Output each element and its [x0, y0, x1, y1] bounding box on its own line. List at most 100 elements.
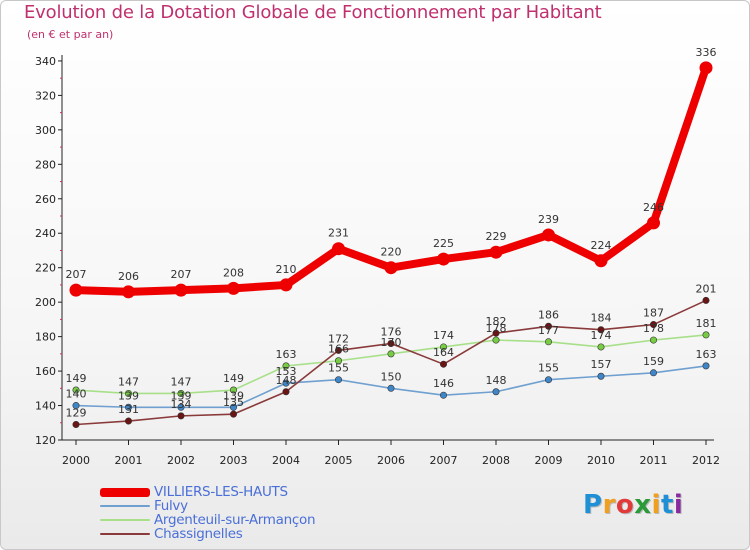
- data-point: [177, 412, 185, 420]
- data-label: 166: [328, 343, 349, 356]
- legend-swatch: [100, 533, 150, 535]
- data-label: 159: [643, 355, 664, 368]
- data-label: 336: [696, 46, 717, 59]
- data-label: 139: [118, 389, 139, 402]
- data-point: [544, 322, 552, 330]
- legend-label: Argenteuil-sur-Armançon: [154, 512, 316, 528]
- data-point: [69, 283, 83, 297]
- y-tick-label: 180: [35, 331, 56, 344]
- data-point: [544, 338, 552, 346]
- legend-item: VILLIERS-LES-HAUTS: [100, 484, 315, 500]
- data-label: 207: [171, 268, 192, 281]
- data-label: 239: [538, 213, 559, 226]
- x-tick-label: 2009: [535, 454, 563, 467]
- logo-letter: r: [602, 490, 616, 520]
- data-label: 155: [538, 362, 559, 375]
- data-point: [227, 281, 240, 295]
- data-label: 178: [643, 322, 664, 335]
- data-label: 149: [223, 372, 244, 385]
- x-tick-label: 2000: [62, 454, 90, 467]
- legend: VILLIERS-LES-HAUTS Fulvy Argenteuil-sur-…: [100, 484, 316, 542]
- data-point: [597, 343, 605, 351]
- data-point: [125, 417, 133, 425]
- data-label: 174: [433, 329, 454, 342]
- y-tick-label: 220: [35, 262, 56, 275]
- data-label: 181: [696, 317, 717, 330]
- y-tick-label: 260: [35, 193, 56, 206]
- data-label: 184: [591, 312, 612, 325]
- x-tick-label: 2004: [272, 454, 300, 467]
- data-label: 229: [486, 230, 507, 243]
- data-point: [649, 369, 657, 377]
- legend-item: Argenteuil-sur-Armançon: [100, 512, 316, 528]
- data-point: [649, 336, 657, 344]
- y-tick-label: 120: [35, 434, 56, 447]
- data-label: 186: [538, 308, 559, 321]
- data-label: 174: [591, 329, 612, 342]
- data-point: [594, 254, 608, 268]
- data-label: 176: [381, 326, 402, 339]
- data-point: [597, 326, 605, 334]
- data-label: 206: [118, 270, 139, 283]
- data-point: [439, 391, 447, 399]
- x-tick-label: 2006: [377, 454, 405, 467]
- x-tick-label: 2007: [430, 454, 458, 467]
- y-tick-label: 160: [35, 365, 56, 378]
- data-label: 210: [276, 263, 297, 276]
- legend-swatch: [100, 519, 150, 521]
- data-point: [439, 360, 447, 368]
- y-tick-label: 320: [35, 89, 56, 102]
- data-point: [72, 402, 80, 410]
- data-point: [647, 216, 660, 230]
- data-label: 148: [486, 374, 507, 387]
- data-point: [230, 403, 238, 411]
- line-chart: 120 140 160 180 200 220 240 260 280 300 320 340 2000…: [35, 46, 720, 467]
- data-point: [230, 410, 238, 418]
- legend-swatch: [100, 505, 150, 507]
- data-point: [332, 242, 345, 256]
- data-label: 207: [66, 268, 87, 281]
- x-tick-label: 2012: [692, 454, 720, 467]
- legend-label: Chassignelles: [154, 526, 243, 542]
- data-point: [492, 388, 500, 396]
- data-point: [282, 362, 290, 370]
- data-label: 149: [66, 372, 87, 385]
- data-point: [439, 343, 447, 351]
- data-label: 155: [328, 362, 349, 375]
- x-tick-label: 2010: [587, 454, 615, 467]
- data-label: 148: [276, 374, 297, 387]
- y-tick-label: 240: [35, 227, 56, 240]
- data-point: [384, 261, 398, 275]
- x-tick-label: 2011: [640, 454, 668, 467]
- data-point: [702, 296, 710, 304]
- data-label: 139: [171, 389, 192, 402]
- data-point: [597, 372, 605, 380]
- data-label: 140: [66, 388, 87, 401]
- data-label: 201: [696, 282, 717, 295]
- data-label: 153: [276, 365, 297, 378]
- y-tick-label: 340: [35, 55, 56, 68]
- data-point: [282, 388, 290, 396]
- data-point: [177, 389, 185, 397]
- data-label: 208: [223, 266, 244, 279]
- data-label: 135: [223, 396, 244, 409]
- data-point: [387, 350, 395, 358]
- y-tick-label: 280: [35, 158, 56, 171]
- data-point: [122, 285, 135, 299]
- logo-letter: o: [615, 490, 635, 520]
- data-label: 177: [538, 324, 559, 337]
- logo-letter: i: [673, 490, 684, 520]
- data-label: 231: [328, 227, 349, 240]
- y-tick-label: 140: [35, 400, 56, 413]
- data-point: [387, 340, 395, 348]
- logo-letter: i: [651, 490, 661, 520]
- data-point: [125, 403, 133, 411]
- data-point: [230, 386, 238, 394]
- x-tick-label: 2008: [482, 454, 510, 467]
- logo-letter: x: [634, 490, 652, 520]
- legend-item: Fulvy: [100, 498, 315, 514]
- data-label: 182: [486, 315, 507, 328]
- x-tick-label: 2005: [325, 454, 353, 467]
- data-label: 172: [328, 332, 349, 345]
